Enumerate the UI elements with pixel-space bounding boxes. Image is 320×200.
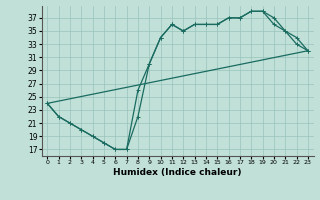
X-axis label: Humidex (Indice chaleur): Humidex (Indice chaleur) — [113, 168, 242, 177]
